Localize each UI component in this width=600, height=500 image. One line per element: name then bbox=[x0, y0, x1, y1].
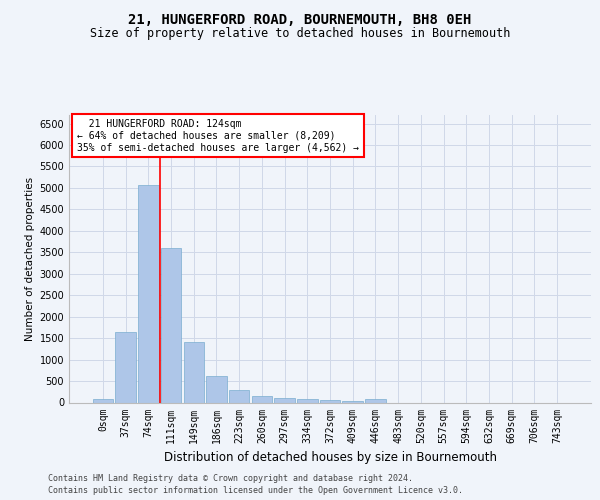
Text: Size of property relative to detached houses in Bournemouth: Size of property relative to detached ho… bbox=[90, 28, 510, 40]
Y-axis label: Number of detached properties: Number of detached properties bbox=[25, 176, 35, 341]
Bar bbox=[274, 398, 295, 402]
Text: Contains HM Land Registry data © Crown copyright and database right 2024.: Contains HM Land Registry data © Crown c… bbox=[48, 474, 413, 483]
Bar bbox=[229, 390, 250, 402]
Bar bbox=[320, 400, 340, 402]
Bar bbox=[206, 376, 227, 402]
Bar bbox=[365, 400, 386, 402]
Text: 21, HUNGERFORD ROAD, BOURNEMOUTH, BH8 0EH: 21, HUNGERFORD ROAD, BOURNEMOUTH, BH8 0E… bbox=[128, 12, 472, 26]
Bar bbox=[343, 401, 363, 402]
Text: 21 HUNGERFORD ROAD: 124sqm
← 64% of detached houses are smaller (8,209)
35% of s: 21 HUNGERFORD ROAD: 124sqm ← 64% of deta… bbox=[77, 120, 359, 152]
Text: Contains public sector information licensed under the Open Government Licence v3: Contains public sector information licen… bbox=[48, 486, 463, 495]
Bar bbox=[138, 186, 158, 402]
Bar bbox=[251, 396, 272, 402]
Bar bbox=[161, 248, 181, 402]
X-axis label: Distribution of detached houses by size in Bournemouth: Distribution of detached houses by size … bbox=[163, 451, 497, 464]
Bar bbox=[93, 400, 113, 402]
Bar bbox=[115, 332, 136, 402]
Bar bbox=[184, 342, 204, 402]
Bar bbox=[297, 400, 317, 402]
